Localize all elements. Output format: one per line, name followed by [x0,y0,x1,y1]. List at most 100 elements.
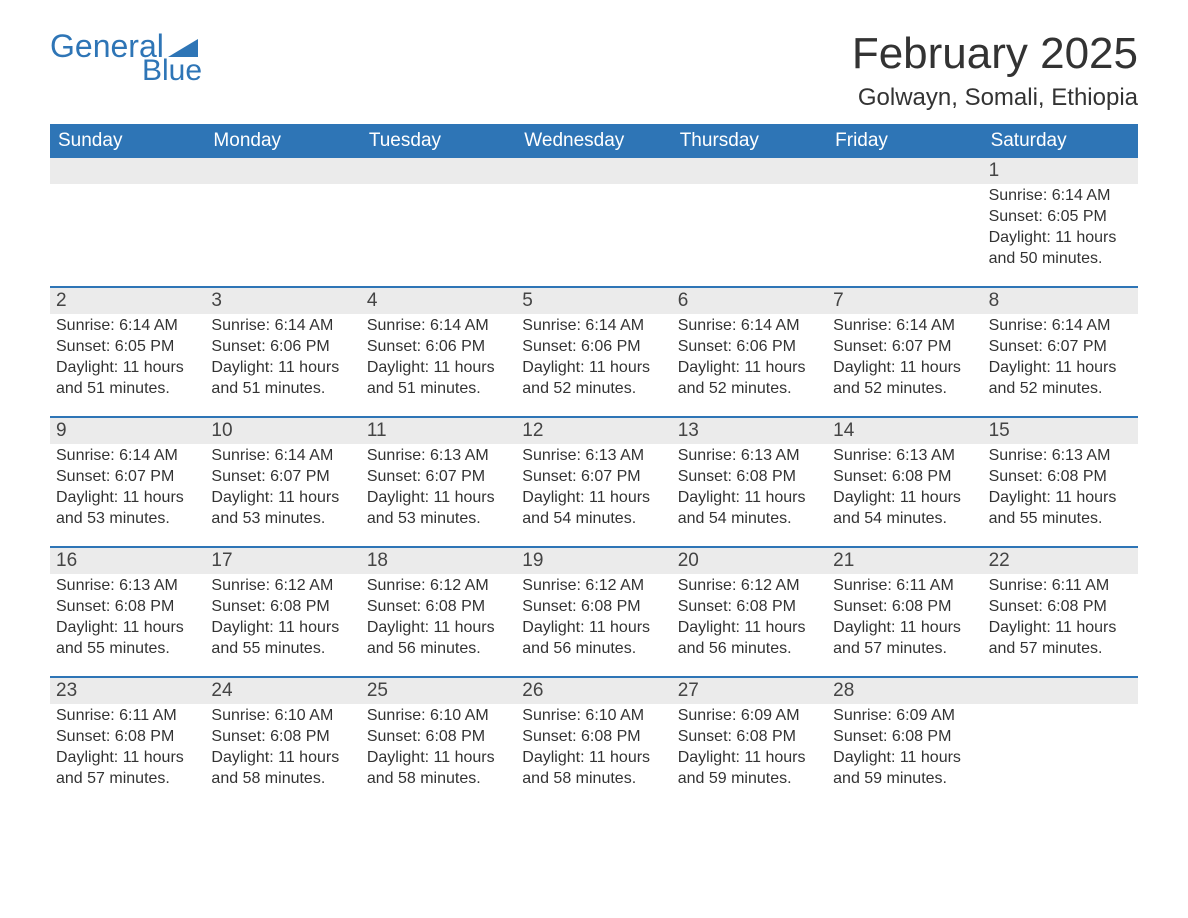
day-info-line: Daylight: 11 hours [833,358,976,379]
day-info-line: Sunrise: 6:14 AM [56,316,199,337]
day-cell: 25Sunrise: 6:10 AMSunset: 6:08 PMDayligh… [361,678,516,799]
day-info: Sunrise: 6:14 AMSunset: 6:06 PMDaylight:… [205,314,360,399]
day-info-line: Daylight: 11 hours [522,488,665,509]
weekday-header: Friday [827,124,982,158]
weekday-header: Tuesday [361,124,516,158]
day-number: 24 [205,678,360,704]
day-cell: 14Sunrise: 6:13 AMSunset: 6:08 PMDayligh… [827,418,982,546]
day-info-line: Sunset: 6:08 PM [56,597,199,618]
day-info-line: and 51 minutes. [211,379,354,400]
day-cell [205,158,360,286]
day-cell [983,678,1138,799]
day-info-line: Daylight: 11 hours [367,618,510,639]
day-info-line: Sunset: 6:07 PM [56,467,199,488]
day-info: Sunrise: 6:14 AMSunset: 6:06 PMDaylight:… [516,314,671,399]
day-info-line: Sunrise: 6:14 AM [833,316,976,337]
day-info-line: Sunset: 6:05 PM [989,207,1132,228]
day-cell: 13Sunrise: 6:13 AMSunset: 6:08 PMDayligh… [672,418,827,546]
day-info-line: and 51 minutes. [367,379,510,400]
day-info-line: Sunrise: 6:14 AM [367,316,510,337]
day-info: Sunrise: 6:13 AMSunset: 6:08 PMDaylight:… [50,574,205,659]
day-cell: 24Sunrise: 6:10 AMSunset: 6:08 PMDayligh… [205,678,360,799]
day-info-line: Sunset: 6:08 PM [367,727,510,748]
day-info-line: Sunset: 6:08 PM [989,467,1132,488]
week-row: 2Sunrise: 6:14 AMSunset: 6:05 PMDaylight… [50,286,1138,416]
day-info-line: and 54 minutes. [833,509,976,530]
day-number: 4 [361,288,516,314]
day-cell: 21Sunrise: 6:11 AMSunset: 6:08 PMDayligh… [827,548,982,676]
day-number [827,158,982,184]
day-info-line: Sunset: 6:08 PM [678,727,821,748]
day-number [205,158,360,184]
day-cell: 19Sunrise: 6:12 AMSunset: 6:08 PMDayligh… [516,548,671,676]
day-cell [516,158,671,286]
day-cell [50,158,205,286]
day-info-line: Daylight: 11 hours [367,488,510,509]
day-info-line: Daylight: 11 hours [833,488,976,509]
day-info-line: Sunrise: 6:14 AM [678,316,821,337]
day-info-line: Daylight: 11 hours [989,358,1132,379]
day-info: Sunrise: 6:13 AMSunset: 6:07 PMDaylight:… [361,444,516,529]
day-info-line: Sunset: 6:08 PM [833,727,976,748]
day-info: Sunrise: 6:12 AMSunset: 6:08 PMDaylight:… [205,574,360,659]
day-info-line: Daylight: 11 hours [211,488,354,509]
day-number: 6 [672,288,827,314]
day-info-line: Sunrise: 6:11 AM [56,706,199,727]
day-info-line: Sunset: 6:08 PM [56,727,199,748]
day-info-line: and 57 minutes. [989,639,1132,660]
day-info-line: Daylight: 11 hours [522,748,665,769]
day-info-line: Sunset: 6:06 PM [522,337,665,358]
day-info-line: Daylight: 11 hours [989,618,1132,639]
day-cell [827,158,982,286]
day-info-line: Sunrise: 6:10 AM [211,706,354,727]
day-info-line: Sunrise: 6:14 AM [989,316,1132,337]
logo: General Blue [50,30,202,86]
day-info: Sunrise: 6:10 AMSunset: 6:08 PMDaylight:… [205,704,360,789]
day-info: Sunrise: 6:14 AMSunset: 6:07 PMDaylight:… [205,444,360,529]
day-number: 26 [516,678,671,704]
day-info-line: Sunrise: 6:14 AM [56,446,199,467]
day-cell: 22Sunrise: 6:11 AMSunset: 6:08 PMDayligh… [983,548,1138,676]
day-cell: 11Sunrise: 6:13 AMSunset: 6:07 PMDayligh… [361,418,516,546]
week-row: 23Sunrise: 6:11 AMSunset: 6:08 PMDayligh… [50,676,1138,799]
day-cell: 5Sunrise: 6:14 AMSunset: 6:06 PMDaylight… [516,288,671,416]
day-info-line: Daylight: 11 hours [522,618,665,639]
day-info: Sunrise: 6:11 AMSunset: 6:08 PMDaylight:… [50,704,205,789]
day-info: Sunrise: 6:13 AMSunset: 6:08 PMDaylight:… [983,444,1138,529]
month-title: February 2025 [852,30,1138,78]
day-info-line: Sunrise: 6:13 AM [833,446,976,467]
day-info-line: Sunrise: 6:13 AM [367,446,510,467]
weekday-header: Sunday [50,124,205,158]
day-number: 14 [827,418,982,444]
day-number: 10 [205,418,360,444]
day-cell: 1Sunrise: 6:14 AMSunset: 6:05 PMDaylight… [983,158,1138,286]
day-info-line: Daylight: 11 hours [989,228,1132,249]
day-info-line: Sunset: 6:07 PM [367,467,510,488]
day-number: 15 [983,418,1138,444]
day-info: Sunrise: 6:13 AMSunset: 6:08 PMDaylight:… [672,444,827,529]
day-info: Sunrise: 6:09 AMSunset: 6:08 PMDaylight:… [672,704,827,789]
day-info: Sunrise: 6:13 AMSunset: 6:08 PMDaylight:… [827,444,982,529]
day-info-line: Daylight: 11 hours [56,358,199,379]
day-info-line: Daylight: 11 hours [56,618,199,639]
day-info: Sunrise: 6:11 AMSunset: 6:08 PMDaylight:… [827,574,982,659]
day-info-line: and 52 minutes. [989,379,1132,400]
day-info-line: Sunrise: 6:11 AM [833,576,976,597]
day-info-line: and 56 minutes. [522,639,665,660]
day-info-line: Sunset: 6:08 PM [211,727,354,748]
day-info-line: Sunset: 6:08 PM [211,597,354,618]
day-info: Sunrise: 6:12 AMSunset: 6:08 PMDaylight:… [672,574,827,659]
day-number: 3 [205,288,360,314]
day-info-line: Sunrise: 6:09 AM [833,706,976,727]
day-info-line: and 58 minutes. [522,769,665,790]
day-cell [672,158,827,286]
day-number: 22 [983,548,1138,574]
day-number: 23 [50,678,205,704]
day-number: 7 [827,288,982,314]
day-info-line: Sunset: 6:06 PM [367,337,510,358]
day-info: Sunrise: 6:14 AMSunset: 6:05 PMDaylight:… [983,184,1138,269]
day-info-line: Sunset: 6:07 PM [989,337,1132,358]
weekday-header: Monday [205,124,360,158]
day-number: 12 [516,418,671,444]
day-number [50,158,205,184]
